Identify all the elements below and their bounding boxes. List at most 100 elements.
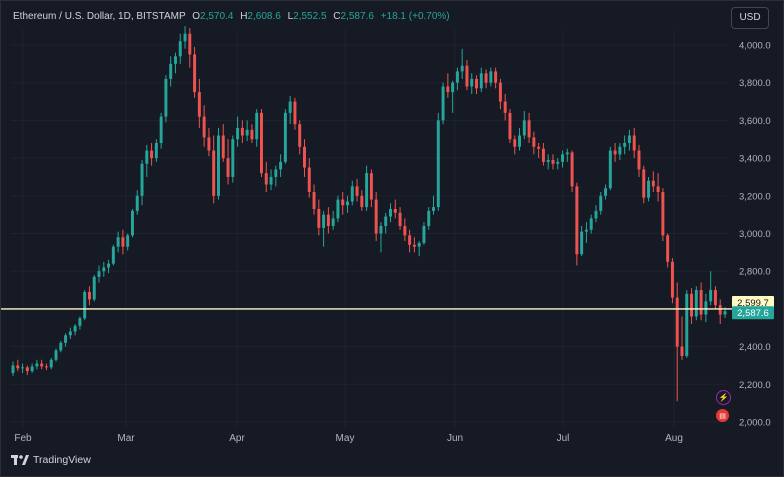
candle-up [111,246,115,264]
candle-down [465,65,469,87]
y-tick-label: 2,800.0 [739,267,771,278]
brand-label: TradingView [33,454,91,466]
candle-up [140,163,144,196]
candle-up [455,71,459,83]
candle-down [393,208,397,213]
candle-down [207,137,211,151]
candle-down [193,54,197,93]
candle-down [632,135,636,151]
candle-up [49,359,53,368]
candle-down [87,291,91,300]
candle-down [508,112,512,140]
candle-up [608,150,612,189]
candle-up [35,363,39,367]
candle-up [21,367,25,369]
candle-up [92,276,96,300]
candle-down [398,212,402,226]
candle-down [150,150,154,159]
candle-up [83,291,87,319]
candle-down [690,293,694,317]
open-label: O [192,11,201,22]
candle-up [245,129,249,136]
candle-up [685,293,689,357]
candle-down [240,127,244,136]
candle-up [73,325,77,332]
candle-down [307,167,311,193]
candle-up [350,186,354,202]
candle-down [551,159,555,164]
candle-up [470,78,474,87]
candle-up [255,112,259,140]
candle-down [260,112,263,174]
candle-down [250,129,254,140]
candle-down [16,365,20,369]
candle-up [279,161,283,170]
candle-up [331,218,335,226]
x-tick-label: May [336,433,355,444]
symbol-header: Ethereum / U.S. Dollar, 1D, BITSTAMP O2,… [13,11,450,22]
candle-up [479,73,483,89]
currency-button[interactable]: USD [731,7,769,29]
candle-down [494,71,498,83]
candle-up [618,146,622,155]
candle-down [718,305,722,315]
hline-price-tag [732,295,774,309]
candle-down [637,150,641,170]
candle-down [537,146,541,149]
y-tick-label: 4,000.0 [739,41,771,52]
candle-down [293,101,297,125]
candle-up [489,71,493,83]
candle-up [436,120,440,208]
x-tick-label: Aug [665,433,683,444]
candle-down [44,366,48,368]
y-tick-label: 3,600.0 [739,116,771,127]
candle-down [317,208,321,228]
low-value: 2,552.5 [293,11,327,22]
candle-down [513,139,517,147]
candle-up [173,56,177,64]
x-tick-label: Feb [14,433,32,444]
candle-up [216,135,220,196]
candle-up [116,237,120,247]
candle-down [412,244,416,247]
candle-up [283,112,287,162]
candle-down [360,195,364,208]
candle-down [666,235,670,262]
candle-down [312,192,316,209]
candle-up [379,225,383,234]
candle-up [130,210,134,236]
candle-up [169,63,173,79]
candle-down [484,73,488,83]
high-label: H [240,11,248,22]
candle-down [503,101,507,113]
candle-up [723,311,727,315]
candle-up [64,335,68,343]
candle-up [556,161,560,164]
candle-down [355,186,359,196]
candle-up [30,366,34,372]
candle-up [599,195,603,211]
candle-down [475,78,478,89]
lightning-icon[interactable]: ⚡ [716,390,731,405]
candle-up [274,169,278,177]
candle-up [269,176,273,185]
candle-down [197,92,201,117]
high-value: 2,608.6 [247,11,281,22]
tradingview-logo[interactable]: TradingView [11,454,91,466]
candle-up [647,180,651,198]
candle-up [594,210,598,219]
open-value: 2,570.4 [200,11,234,22]
symbol-title: Ethereum / U.S. Dollar, 1D, BITSTAMP [13,11,186,22]
candle-down [341,199,345,206]
candle-up [427,210,431,226]
hline-price-label: 2,599.7 [737,298,769,309]
y-tick-label: 3,200.0 [739,191,771,202]
us-flag-icon[interactable]: ▤ [716,409,729,422]
candle-down [326,214,330,226]
candle-down [532,137,536,147]
event-icons: ⚡ ▤ [716,390,731,422]
candle-up [54,350,58,360]
change-value: +18.1 (+0.70%) [380,11,450,22]
candle-down [670,261,674,298]
